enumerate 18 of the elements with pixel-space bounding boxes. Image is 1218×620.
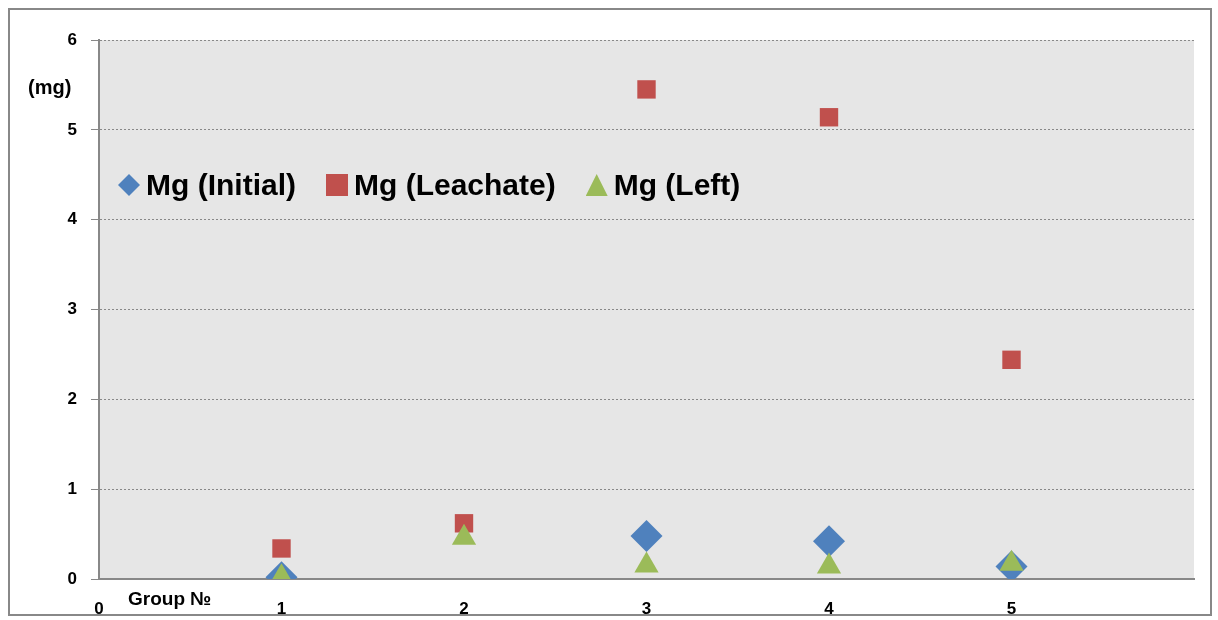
y-axis-title: (mg) — [28, 76, 72, 99]
y-tick-label: 5 — [67, 119, 77, 139]
legend-label: Mg (Initial) — [146, 168, 296, 202]
y-tick-label: 3 — [67, 299, 77, 319]
y-tick-label: 2 — [67, 389, 77, 409]
y-tick-label: 4 — [67, 209, 78, 229]
x-tick-label: 5 — [1006, 598, 1017, 618]
x-axis-title: Group № — [128, 588, 212, 610]
x-tick-label: 4 — [824, 598, 835, 618]
x-tick-label: 3 — [641, 598, 652, 618]
y-tick-label: 0 — [67, 568, 77, 588]
x-tick-label: 2 — [459, 598, 469, 618]
y-tick-label: 6 — [67, 29, 77, 49]
legend-label: Mg (Left) — [613, 168, 741, 202]
y-tick-label: 1 — [67, 478, 77, 498]
legend-label: Mg (Leachate) — [353, 168, 556, 202]
x-tick-label: 0 — [94, 598, 104, 618]
x-tick-label: 1 — [276, 598, 287, 618]
